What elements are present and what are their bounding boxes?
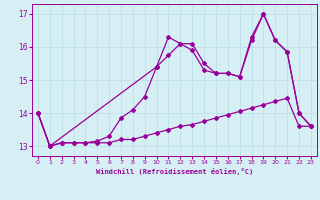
X-axis label: Windchill (Refroidissement éolien,°C): Windchill (Refroidissement éolien,°C)	[96, 168, 253, 175]
